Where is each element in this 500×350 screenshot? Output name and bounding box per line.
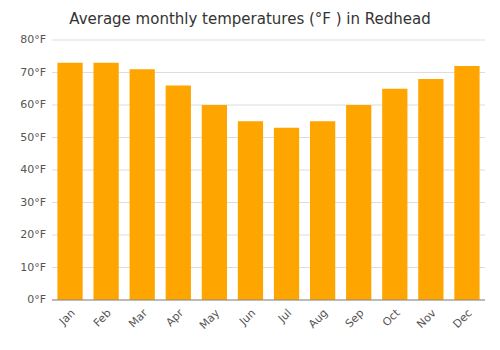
x-tick-label: Mar [126,306,150,330]
bar [346,105,371,300]
grid-line [52,300,485,301]
x-tick-label: Nov [414,306,439,331]
y-tick-label: 10°F [20,261,46,274]
bar [238,121,263,300]
x-axis: Jan Feb Mar Apr May Jun Jul Aug Sep Oct Nov Dec [56,306,475,332]
title: Average monthly temperatures (°F ) in Re… [69,10,431,28]
chart-container: 0°F 10°F 20°F 30°F 40°F 50°F 60°F 70°F 80°F Jan Fe… [0,0,500,350]
y-tick-label: 60°F [20,98,46,111]
x-tick-label: Oct [380,306,403,329]
chart: 0°F 10°F 20°F 30°F 40°F 50°F 60°F 70°F 80°F Jan Fe… [0,0,500,350]
bar [57,63,82,300]
bar [454,66,479,300]
y-tick-label: 40°F [20,163,46,176]
y-axis: 0°F 10°F 20°F 30°F 40°F 50°F 60°F 70°F 80°F [20,33,485,306]
bar [382,89,407,300]
x-tick-label: Jul [275,307,294,326]
bar [93,63,118,300]
x-tick-label: Dec [450,307,474,331]
y-tick-label: 50°F [20,131,46,144]
x-tick-label: Feb [91,307,114,330]
bar [166,86,191,301]
bar [130,69,155,300]
bar [202,105,227,300]
y-tick-label: 80°F [20,33,46,46]
x-tick-label: Apr [163,306,186,329]
x-tick-label: Aug [306,307,330,331]
y-tick-label: 20°F [20,228,46,241]
x-tick-label: Jun [236,307,258,329]
bar [310,121,335,300]
x-tick-label: May [197,306,223,332]
grid-line [52,40,485,41]
bar [418,79,443,300]
y-tick-label: 30°F [20,196,46,209]
y-tick-label: 70°F [20,66,46,79]
x-tick-label: Sep [343,307,367,331]
x-tick-label: Jan [56,307,78,329]
x-axis-line [52,300,485,301]
y-tick-label: 0°F [27,293,46,306]
bars [57,63,479,300]
bar [274,128,299,300]
